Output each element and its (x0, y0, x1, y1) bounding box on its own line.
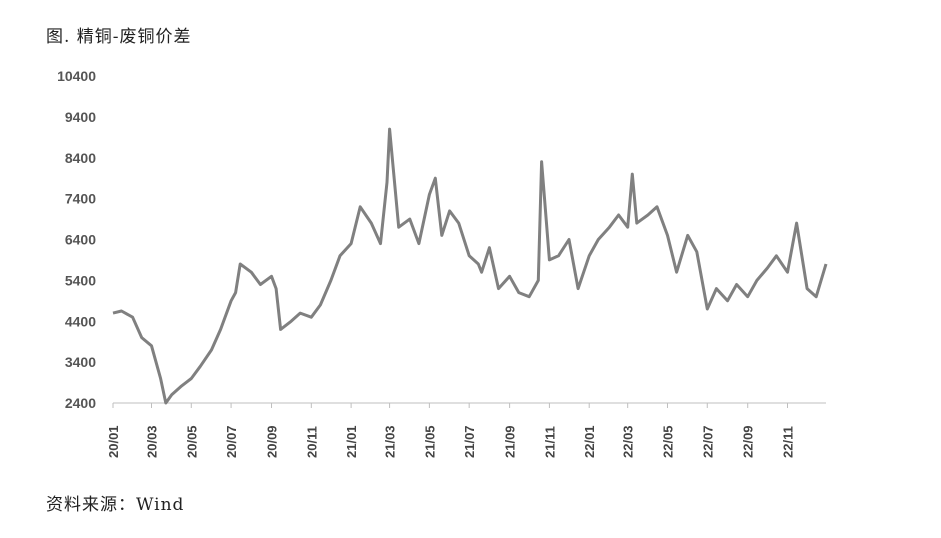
x-tick-label: 22/03 (621, 425, 636, 458)
y-tick-label: 10400 (57, 68, 96, 84)
y-tick-label: 5400 (65, 272, 96, 288)
x-axis: 20/01 20/03 20/05 20/07 20/09 20/11 21/01 21/03… (106, 403, 796, 458)
x-tick-label: 21/03 (383, 425, 398, 458)
x-tick-label: 22/01 (582, 425, 597, 458)
x-tick-label: 21/05 (422, 425, 437, 458)
series-line (112, 127, 828, 405)
x-tick-label: 20/05 (184, 425, 199, 458)
y-tick-label: 4400 (65, 313, 96, 329)
x-tick-label: 21/07 (462, 425, 477, 458)
x-tick-label: 21/11 (542, 426, 557, 458)
x-tick-label: 20/03 (144, 425, 159, 458)
x-tick-label: 20/11 (304, 426, 319, 458)
x-tick-label: 22/09 (741, 425, 756, 458)
y-axis: 10400 9400 8400 7400 6400 5400 4400 3400 2400 (57, 68, 96, 411)
x-tick-label: 20/09 (265, 425, 280, 458)
x-tick-label: 21/01 (344, 425, 359, 458)
y-tick-label: 8400 (65, 150, 96, 166)
x-tick-label: 22/05 (660, 425, 675, 458)
y-tick-label: 9400 (65, 109, 96, 125)
y-tick-label: 2400 (65, 395, 96, 411)
x-tick-label: 20/07 (224, 425, 239, 458)
y-tick-label: 7400 (65, 191, 96, 207)
x-tick-label: 22/07 (700, 425, 715, 458)
x-tick-label: 22/11 (781, 426, 796, 458)
y-tick-label: 3400 (65, 354, 96, 370)
x-tick-label: 21/09 (503, 425, 518, 458)
chart-title: 图. 精铜-废铜价差 (46, 27, 192, 47)
x-tick-label: 20/01 (106, 425, 121, 458)
source-note: 资料来源：Wind (46, 495, 185, 515)
y-tick-label: 6400 (65, 232, 96, 248)
